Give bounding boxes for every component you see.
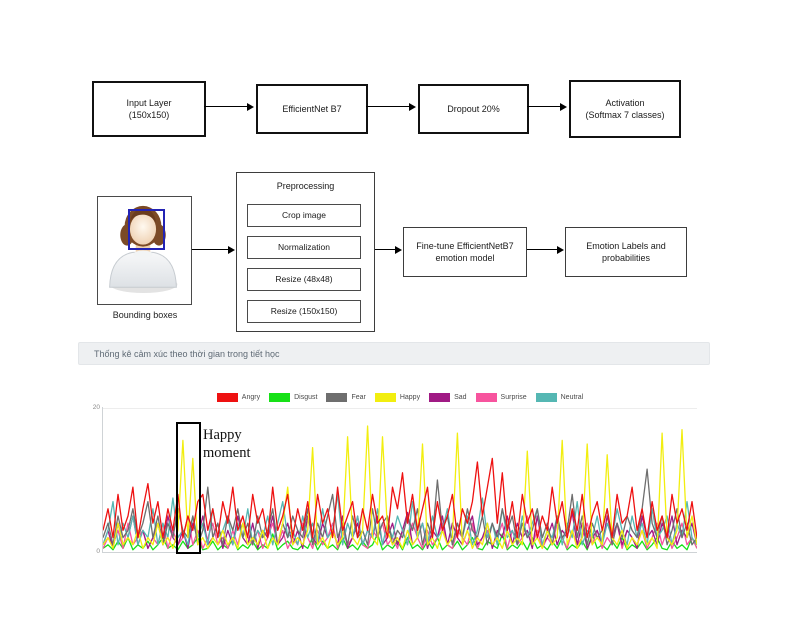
arrow-shaft — [375, 248, 395, 251]
chart-line-neutral — [103, 493, 697, 546]
happy-moment-highlight-rect — [176, 422, 201, 554]
legend-item-happy: Happy — [374, 393, 421, 402]
flow-box-label: Fine-tune EfficientNetB7 — [416, 240, 514, 251]
prep-step-resize-48: Resize (48x48) — [247, 268, 361, 291]
flow-box-input-layer: Input Layer (150x150) — [92, 81, 206, 137]
section-header-bar[interactable]: Thống kê cảm xúc theo thời gian trong ti… — [78, 342, 710, 365]
legend-label: Sad — [454, 394, 467, 401]
flow-box-label: Activation — [605, 97, 645, 108]
avatar-image — [97, 196, 192, 305]
flow-arrow — [366, 102, 416, 111]
chart-line-happy — [103, 425, 697, 550]
x-axis-line — [102, 552, 697, 553]
emotion-chart-svg — [103, 425, 697, 551]
flow-box-activation: Activation (Softmax 7 classes) — [569, 80, 681, 138]
flow-box-label: Dropout 20% — [447, 103, 500, 114]
flow-box-label: (150x150) — [128, 110, 170, 120]
legend-item-fear: Fear — [326, 393, 366, 402]
preprocessing-title: Preprocessing — [276, 181, 335, 191]
legend-label: Surprise — [500, 394, 527, 401]
arrow-head-icon — [247, 102, 254, 111]
flow-arrow — [204, 102, 254, 111]
arrow-shaft — [204, 105, 247, 108]
arrow-head-icon — [409, 102, 416, 111]
flow-arrow — [527, 102, 567, 111]
flow-arrow — [192, 245, 235, 254]
arrow-head-icon — [228, 245, 235, 254]
legend-item-sad: Sad — [429, 393, 467, 402]
legend-swatch-neutral — [535, 393, 557, 402]
prep-step-normalization: Normalization — [247, 236, 361, 259]
legend-swatch-angry — [216, 393, 238, 402]
flow-box-label: Emotion Labels and — [586, 240, 666, 251]
section-header-label: Thống kê cảm xúc theo thời gian trong ti… — [94, 348, 280, 359]
gridline-top — [103, 408, 697, 409]
flow-arrow — [527, 245, 564, 254]
bounding-boxes-caption: Bounding boxes — [112, 310, 178, 320]
chart-line-fear — [103, 468, 697, 546]
legend-label: Fear — [351, 394, 366, 401]
prep-step-crop: Crop image — [247, 204, 361, 227]
legend-item-surprise: Surprise — [475, 393, 527, 402]
flow-arrow — [375, 245, 402, 254]
legend-label: Neutral — [560, 394, 584, 401]
preprocessing-box: Preprocessing Crop image Normalization R… — [236, 172, 375, 332]
flow-box-label: Input Layer — [126, 97, 172, 108]
chart-legend: Angry Disgust Fear Happy Sad Surprise Neutral — [103, 392, 697, 403]
chart-line-sad — [103, 511, 697, 550]
flow-box-efficientnet: EfficientNet B7 — [256, 84, 368, 134]
y-axis-tick-20: 20 — [92, 404, 100, 411]
prep-step-resize-150: Resize (150x150) — [247, 300, 361, 323]
flow-box-label: probabilities — [601, 253, 651, 263]
y-axis-line — [102, 407, 103, 553]
legend-label: Happy — [399, 394, 421, 401]
arrow-head-icon — [395, 245, 402, 254]
chart-line-angry — [103, 457, 697, 539]
legend-swatch-fear — [326, 393, 348, 402]
legend-swatch-surprise — [475, 393, 497, 402]
arrow-shaft — [366, 105, 409, 108]
legend-item-disgust: Disgust — [269, 393, 317, 402]
finetune-model-box: Fine-tune EfficientNetB7 emotion model — [403, 227, 527, 277]
arrow-shaft — [527, 105, 560, 108]
person-avatar-illustration — [109, 205, 178, 294]
legend-swatch-happy — [374, 393, 396, 402]
legend-label: Disgust — [294, 394, 318, 401]
flow-box-label: (Softmax 7 classes) — [585, 110, 665, 120]
emotion-output-box: Emotion Labels and probabilities — [565, 227, 687, 277]
face-bounding-box — [128, 209, 165, 250]
y-axis-tick-0: 0 — [96, 548, 100, 555]
flow-box-label: emotion model — [435, 253, 495, 263]
flow-box-dropout: Dropout 20% — [418, 84, 529, 134]
arrow-head-icon — [560, 102, 567, 111]
happy-moment-annotation: Happy moment — [203, 427, 251, 462]
arrow-head-icon — [557, 245, 564, 254]
legend-item-neutral: Neutral — [535, 393, 584, 402]
legend-item-angry: Angry — [216, 393, 261, 402]
arrow-shaft — [192, 248, 228, 251]
legend-swatch-sad — [429, 393, 451, 402]
arrow-shaft — [527, 248, 557, 251]
legend-swatch-disgust — [269, 393, 291, 402]
legend-label: Angry — [241, 394, 261, 401]
flow-box-label: EfficientNet B7 — [282, 103, 342, 114]
